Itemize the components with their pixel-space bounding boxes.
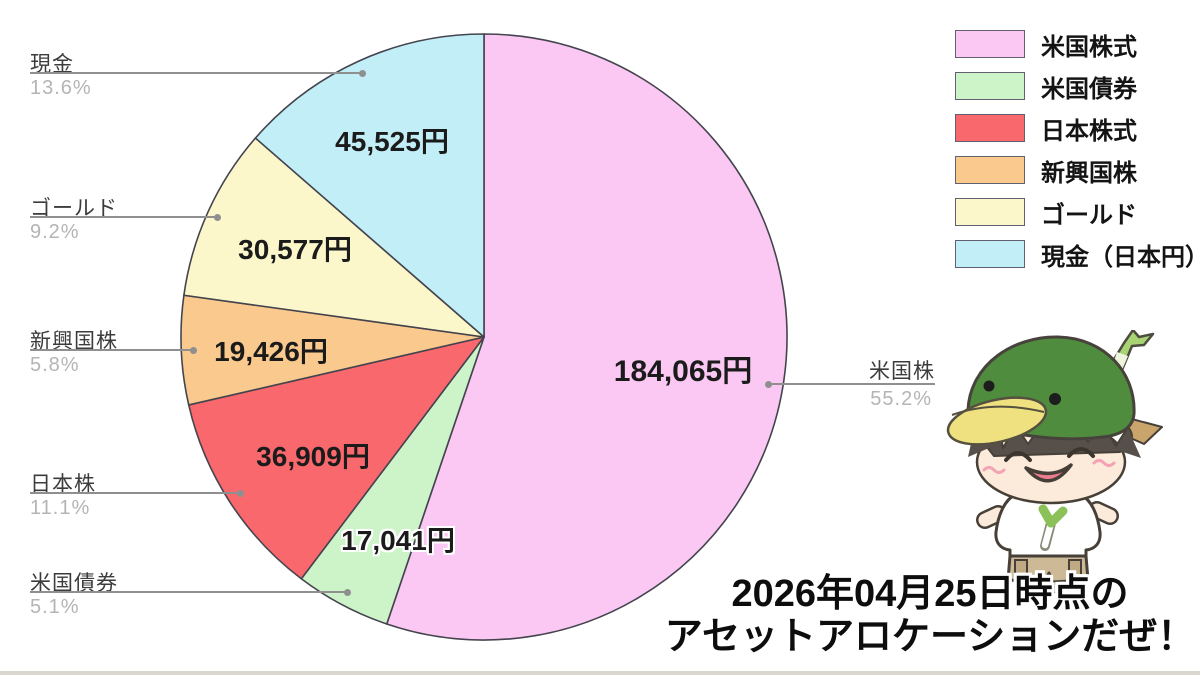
callout-percent-us-stocks: 55.2% xyxy=(870,388,932,410)
legend-item-5: 現金（日本円） xyxy=(955,240,1200,271)
legend-swatch-1 xyxy=(955,72,1025,100)
pie-slice-0 xyxy=(385,33,788,641)
beak-crease xyxy=(951,405,1045,416)
callout-label-us-bonds: 米国債券 xyxy=(30,572,118,595)
legend-swatch-0 xyxy=(955,30,1025,58)
caption-line-2: アセットアロケーションだぜ！ xyxy=(664,615,1196,658)
callout-label-jp-stocks: 日本株 xyxy=(30,473,96,496)
callout-line-us-stocks xyxy=(765,380,935,388)
legend-item-2: 日本株式 xyxy=(955,114,1200,145)
callout-line-gold xyxy=(30,213,221,221)
caption: 2026年04月25日時点の アセットアロケーションだぜ！ xyxy=(655,573,1200,658)
callout-dot xyxy=(214,213,221,221)
callout-line-jp-stocks xyxy=(30,489,244,497)
callout-dot xyxy=(190,346,197,354)
value-label-us-bonds: 17,041円 xyxy=(341,525,455,556)
pie-chart xyxy=(180,33,788,641)
callout-label-gold: ゴールド xyxy=(30,197,118,220)
legend-label-0: 米国株式 xyxy=(1041,33,1137,61)
callout-label-us-stocks: 米国株 xyxy=(869,360,935,383)
closed-eye-left xyxy=(1004,451,1032,462)
caption-line-1: 2026年04月25日時点の xyxy=(731,573,1129,615)
closed-eye-right xyxy=(1067,447,1095,458)
legend-label-4: ゴールド xyxy=(1041,201,1137,229)
hair-side-right xyxy=(1117,431,1141,458)
callout-dot xyxy=(765,380,772,388)
callout-percent-gold: 9.2% xyxy=(30,221,80,243)
callout-line-cash xyxy=(30,69,366,77)
duck-eye-right xyxy=(1049,393,1061,405)
legend-item-4: ゴールド xyxy=(955,198,1200,229)
value-label-cash: 45,525円 xyxy=(335,126,449,157)
pie-slice-2 xyxy=(187,336,485,580)
callout-line-emerging xyxy=(30,346,197,354)
legend-swatch-5 xyxy=(955,240,1025,268)
mascot-body xyxy=(976,492,1119,593)
legend-swatch-2 xyxy=(955,114,1025,142)
callout-dot xyxy=(344,588,351,596)
legend-item-1: 米国債券 xyxy=(955,72,1200,103)
pie-slice-5 xyxy=(254,33,485,338)
value-label-emerging: 19,426円 xyxy=(214,336,328,367)
legend-item-3: 新興国株 xyxy=(955,156,1200,187)
legend-label-5: 現金（日本円） xyxy=(1041,243,1200,271)
value-label-jp-stocks: 36,909円 xyxy=(256,441,370,472)
legend-swatch-4 xyxy=(955,198,1025,226)
bottom-edge-strip xyxy=(0,671,1200,675)
shirt-leek-print xyxy=(1038,504,1068,551)
callout-dot xyxy=(359,69,366,77)
legend: 米国株式米国債券日本株式新興国株ゴールド現金（日本円） xyxy=(955,30,1200,282)
legend-label-3: 新興国株 xyxy=(1041,159,1137,187)
blush-right xyxy=(1092,459,1116,467)
mascot-duck-hat-character xyxy=(946,330,1163,593)
callout-line-us-bonds xyxy=(30,588,351,596)
value-label-gold: 30,577円 xyxy=(238,234,352,265)
legend-swatch-3 xyxy=(955,156,1025,184)
legend-item-0: 米国株式 xyxy=(955,30,1200,61)
callout-percent-emerging: 5.8% xyxy=(30,354,80,376)
callout-label-emerging: 新興国株 xyxy=(30,330,118,353)
blush-left xyxy=(982,466,1006,474)
callout-percent-us-bonds: 5.1% xyxy=(30,596,80,618)
callout-dot xyxy=(237,489,244,497)
callout-percent-cash: 13.6% xyxy=(30,77,92,99)
callout-label-cash: 現金 xyxy=(30,53,74,76)
callout-percent-jp-stocks: 11.1% xyxy=(30,497,91,519)
value-label-us-stocks: 184,065円 xyxy=(613,355,753,388)
legend-label-1: 米国債券 xyxy=(1041,75,1137,103)
legend-label-2: 日本株式 xyxy=(1041,117,1137,145)
pie-slice-4 xyxy=(183,137,485,338)
duck-eye-left xyxy=(983,380,995,392)
mouth xyxy=(1024,463,1073,483)
